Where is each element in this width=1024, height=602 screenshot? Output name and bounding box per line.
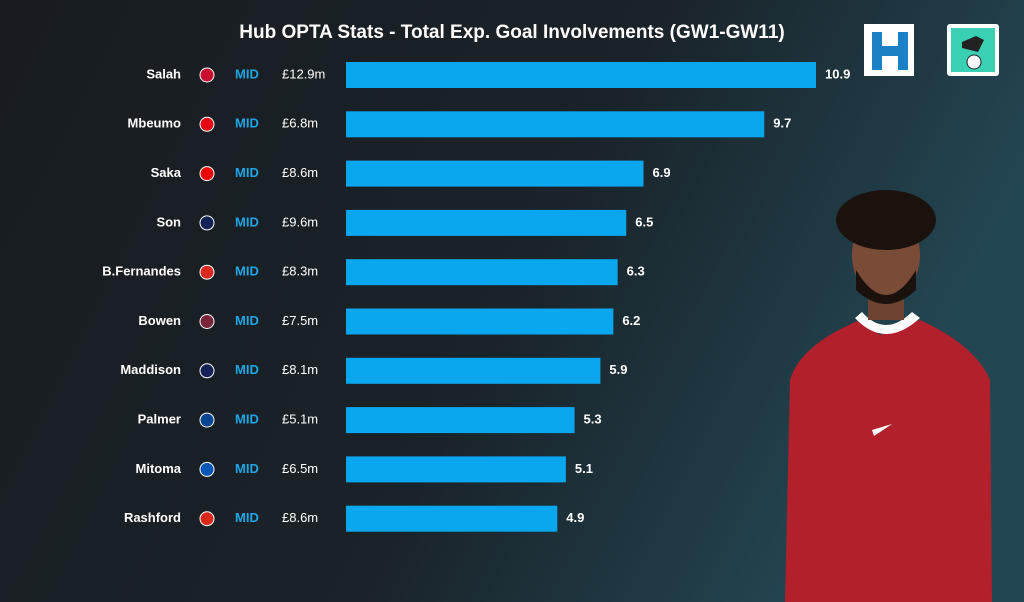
price: £8.6m bbox=[282, 165, 318, 180]
position: MID bbox=[235, 461, 259, 476]
player-name: B.Fernandes bbox=[102, 264, 181, 279]
position: MID bbox=[235, 412, 259, 427]
price: £8.1m bbox=[282, 362, 318, 377]
price: £6.8m bbox=[282, 116, 318, 131]
value-label: 5.1 bbox=[575, 461, 593, 476]
player-name: Rashford bbox=[124, 510, 181, 525]
price: £8.6m bbox=[282, 510, 318, 525]
value-label: 5.9 bbox=[609, 362, 627, 377]
price: £8.3m bbox=[282, 264, 318, 279]
player-name: Salah bbox=[146, 66, 181, 81]
player-name: Mitoma bbox=[136, 461, 182, 476]
chart-title: Hub OPTA Stats - Total Exp. Goal Involve… bbox=[239, 22, 784, 43]
club-badge bbox=[199, 116, 215, 132]
value-label: 6.2 bbox=[622, 313, 640, 328]
club-badge bbox=[199, 511, 215, 527]
position: MID bbox=[235, 116, 259, 131]
value-label: 6.9 bbox=[653, 165, 671, 180]
value-label: 6.5 bbox=[635, 214, 653, 229]
player-name: Palmer bbox=[138, 412, 181, 427]
bar bbox=[346, 62, 816, 88]
position: MID bbox=[235, 165, 259, 180]
club-badge bbox=[199, 314, 215, 329]
site-logo bbox=[947, 24, 999, 76]
position: MID bbox=[235, 313, 259, 328]
player-name: Mbeumo bbox=[128, 116, 182, 131]
player-name: Maddison bbox=[120, 362, 181, 377]
price: £5.1m bbox=[282, 412, 318, 427]
player-name: Son bbox=[156, 214, 181, 229]
value-label: 4.9 bbox=[566, 510, 584, 525]
club-badge bbox=[199, 461, 215, 477]
bar bbox=[346, 209, 627, 236]
bar bbox=[346, 357, 601, 384]
price: £9.6m bbox=[282, 214, 318, 229]
position: MID bbox=[235, 510, 259, 525]
position: MID bbox=[235, 66, 259, 81]
value-label: 6.3 bbox=[627, 264, 645, 279]
bar bbox=[346, 160, 644, 187]
club-badge bbox=[199, 412, 215, 428]
bar bbox=[346, 456, 566, 483]
club-badge bbox=[199, 67, 215, 83]
hub-logo bbox=[864, 24, 914, 76]
bar bbox=[346, 308, 614, 335]
value-label: 10.9 bbox=[825, 66, 850, 81]
club-badge bbox=[199, 264, 215, 280]
player-name: Bowen bbox=[138, 313, 181, 328]
bar bbox=[346, 407, 575, 434]
value-label: 9.7 bbox=[773, 116, 791, 131]
club-badge bbox=[199, 215, 215, 231]
position: MID bbox=[235, 264, 259, 279]
bar bbox=[346, 259, 618, 286]
bar bbox=[346, 111, 765, 138]
price: £6.5m bbox=[282, 461, 318, 476]
price: £7.5m bbox=[282, 313, 318, 328]
club-badge bbox=[199, 363, 215, 379]
value-label: 5.3 bbox=[584, 412, 602, 427]
position: MID bbox=[235, 214, 259, 229]
player-name: Saka bbox=[151, 165, 182, 180]
position: MID bbox=[235, 362, 259, 377]
club-badge bbox=[199, 166, 215, 182]
bar bbox=[346, 505, 558, 532]
price: £12.9m bbox=[282, 66, 325, 81]
player-photo bbox=[785, 190, 992, 602]
